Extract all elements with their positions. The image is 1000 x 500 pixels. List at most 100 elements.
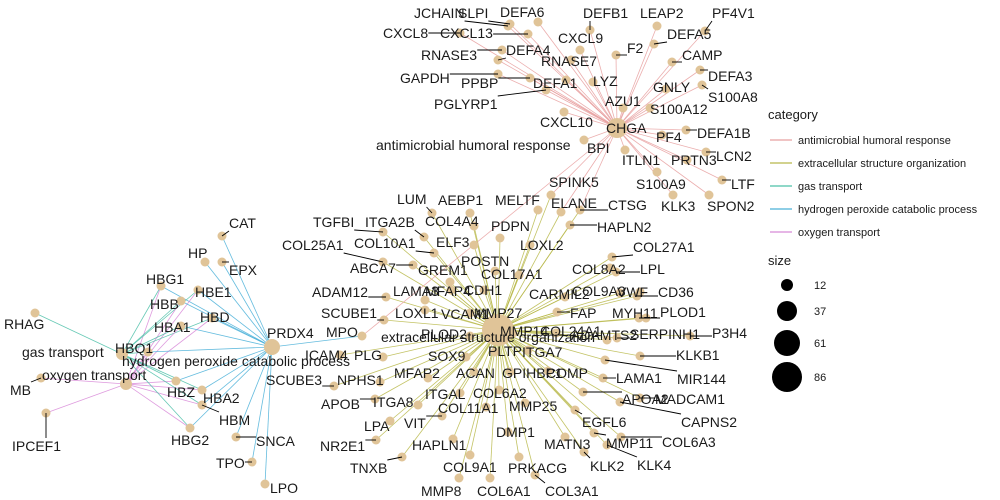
gene-label-gnly: GNLY [653, 79, 691, 95]
gene-label-vwf: VWF [617, 284, 648, 300]
category-label-amh: antimicrobial humoral response [376, 137, 571, 153]
leader-pf4v1 [704, 20, 713, 32]
edge-f2-amh [615, 54, 618, 129]
gene-node-lama3 [420, 295, 430, 305]
gene-label-hapln1: HAPLN1 [412, 437, 467, 453]
gene-label-lyz: LYZ [593, 73, 618, 89]
gene-label-defa6: DEFA6 [500, 4, 545, 20]
gene-label-cdh1: CDH1 [464, 282, 502, 298]
gene-node-hba1 [176, 321, 186, 331]
gene-label-cxcl13: CXCL13 [440, 25, 493, 41]
gene-label-spink5: SPINK5 [549, 174, 599, 190]
edge-hbm-h2o2 [201, 346, 273, 406]
gene-label-leap2: LEAP2 [640, 5, 684, 21]
edge-plg-eso [382, 329, 499, 358]
gene-label-pdpn: PDPN [491, 218, 530, 234]
gene-label-tnxb: TNXB [350, 460, 387, 476]
gene-label-jchain: JCHAIN [414, 5, 465, 21]
legend-size-label-2: 37 [814, 306, 826, 318]
edge-pf4v1-amh [616, 30, 706, 129]
category-label-h2o2: hydrogen peroxide catabolic process [122, 353, 350, 369]
edge-ctsg-amh [579, 127, 618, 211]
gene-label-s100a9: S100A9 [636, 176, 686, 192]
gene-label-ctsg: CTSG [608, 197, 647, 213]
gene-label-cxcl8: CXCL8 [383, 25, 428, 41]
edge-ltf-amh [616, 127, 723, 181]
edge-epx-h2o2 [221, 261, 273, 348]
category-node-eso [482, 314, 514, 346]
edge-hba1-oxy [125, 325, 182, 385]
gene-node-aebp1 [465, 208, 475, 218]
edge-hbg1-gas [121, 285, 162, 355]
edge-col6a3-eso [497, 329, 622, 438]
leader-hbm [201, 404, 220, 413]
gene-label-defa4: DEFA4 [506, 42, 551, 58]
edge-col3a1-eso [497, 329, 536, 476]
gene-node-itgal [455, 388, 465, 398]
gene-label-defa1b: DEFA1B [697, 125, 751, 141]
gene-label-cxcl9: CXCL9 [558, 30, 603, 46]
gene-node-defa6 [533, 17, 543, 27]
gene-label-lpa: LPA [364, 418, 390, 434]
gene-node-gnly [661, 84, 671, 94]
gene-label-klkb1: KLKB1 [676, 347, 720, 363]
edge-hbg2-h2o2 [189, 346, 273, 429]
legend-size-label-3: 61 [814, 338, 826, 350]
gene-label-vit: VIT [404, 415, 426, 431]
leader-lum [426, 206, 433, 214]
gene-label-capns2: CAPNS2 [681, 414, 737, 430]
category-node-amh [607, 118, 627, 138]
gene-node-cxcl10 [559, 107, 569, 117]
gene-label-pglyrp1: PGLYRP1 [434, 96, 498, 112]
gene-label-abca7: ABCA7 [350, 260, 396, 276]
edge-hba2-h2o2 [201, 346, 273, 391]
edge-madcam1-eso [497, 329, 641, 399]
edge-klkb1-eso [497, 329, 641, 357]
edge-cat-h2o2 [221, 235, 273, 348]
gene-node-sox9 [461, 352, 471, 362]
edge-hbe1-oxy [125, 289, 199, 385]
gene-node-azu1 [618, 103, 628, 113]
gene-node-col9a3 [615, 288, 625, 298]
edge-defa3-amh [616, 69, 701, 129]
gene-label-slpi: SLPI [458, 5, 488, 21]
gene-label-ltf: LTF [731, 176, 755, 192]
gene-label-plod1: PLOD1 [660, 304, 706, 320]
leader-col27a1 [611, 254, 634, 258]
edge-mpo-amh [361, 127, 618, 337]
gene-label-hba1: HBA1 [154, 319, 191, 335]
gene-node-col6a1 [485, 473, 495, 483]
gene-label-plod2: PLOD2 [421, 326, 467, 342]
gene-label-mfap4: MFAP4 [425, 283, 471, 299]
gene-label-mmp11: MMP11 [606, 435, 653, 451]
gene-label-itga8: ITGA8 [373, 394, 414, 410]
gene-label-camp: CAMP [682, 47, 722, 63]
legend-item-gas: gas transport [798, 181, 862, 193]
gene-node-prkacg [514, 452, 524, 462]
gene-node-lpo [260, 479, 270, 489]
gene-node-col9a1 [465, 450, 475, 460]
gene-label-myh11: MYH11 [612, 305, 658, 321]
gene-node-hapln1 [448, 434, 458, 444]
edge-hbz-gas [121, 353, 177, 382]
gene-node-col4a4 [469, 221, 479, 231]
leader-defa5 [653, 41, 668, 45]
gene-label-cxcl10: CXCL10 [540, 114, 593, 130]
gene-node-cdh1 [479, 285, 489, 295]
gene-node-spink5 [546, 190, 556, 200]
legend: category antimicrobial humoral response … [768, 107, 978, 392]
gene-label-hbm: HBM [219, 412, 250, 428]
gene-label-hbe1: HBE1 [195, 284, 232, 300]
edge-hbq1-h2o2 [147, 346, 273, 353]
edge-tpo-h2o2 [251, 346, 273, 463]
gene-label-vcam1: VCAM1 [441, 306, 489, 322]
legend-item-amh: antimicrobial humoral response [798, 135, 951, 147]
legend-size-dot-3 [774, 330, 800, 356]
edge-matn3-eso [497, 329, 566, 438]
gene-node-mpo [357, 331, 367, 341]
category-label-eso: extracellular structure organization [381, 329, 595, 345]
edge-hbz-oxy [125, 380, 177, 385]
edge-capns2-eso [497, 329, 621, 403]
